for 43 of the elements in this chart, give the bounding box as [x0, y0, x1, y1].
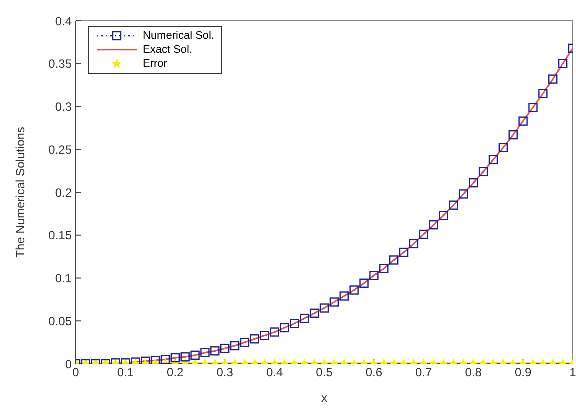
y-tick-label: 0.1	[55, 272, 72, 286]
x-tick-label: 0.7	[416, 366, 433, 380]
point	[558, 59, 568, 68]
point	[518, 116, 528, 126]
x-tick-label: 0.6	[366, 366, 383, 380]
y-tick-label: 0.2	[55, 186, 72, 200]
point	[439, 211, 448, 220]
x-axis-title: x	[322, 391, 328, 405]
x-tick-label: 0.1	[117, 366, 134, 380]
legend-label: Exact Sol.	[143, 44, 193, 56]
point	[399, 248, 409, 258]
legend-label: Numerical Sol.	[143, 30, 215, 42]
point	[488, 155, 498, 165]
point	[508, 130, 518, 140]
point	[459, 190, 468, 199]
point	[380, 264, 389, 274]
x-tick-label: 0.9	[514, 366, 532, 380]
x-tick-label: 0.8	[465, 366, 482, 380]
point	[469, 178, 478, 188]
point	[498, 143, 508, 153]
y-axis-title: The Numerical Solutions	[13, 127, 28, 258]
point	[538, 89, 548, 98]
x-tick-label: 0.2	[167, 366, 184, 380]
point	[360, 278, 369, 288]
point	[449, 200, 458, 210]
point	[528, 103, 538, 112]
point	[548, 74, 558, 84]
y-tick-label: 0.25	[48, 142, 72, 157]
x-tick-label: 0.3	[216, 366, 234, 380]
legend-label: Error	[143, 58, 168, 70]
y-tick-label: 0.4	[55, 14, 72, 28]
point	[429, 220, 438, 230]
point	[389, 256, 399, 265]
y-tick-label: 0.35	[48, 57, 72, 72]
y-tick-label: 0.05	[48, 314, 72, 328]
x-tick-label: 0.5	[316, 366, 334, 380]
y-tick-label: 0.15	[48, 228, 72, 243]
x-tick-label: 0.4	[266, 366, 284, 380]
x-tick-label: 1	[570, 366, 576, 380]
point	[419, 230, 428, 240]
point	[409, 239, 419, 249]
point	[478, 167, 488, 177]
y-tick-label: 0.3	[55, 100, 72, 114]
